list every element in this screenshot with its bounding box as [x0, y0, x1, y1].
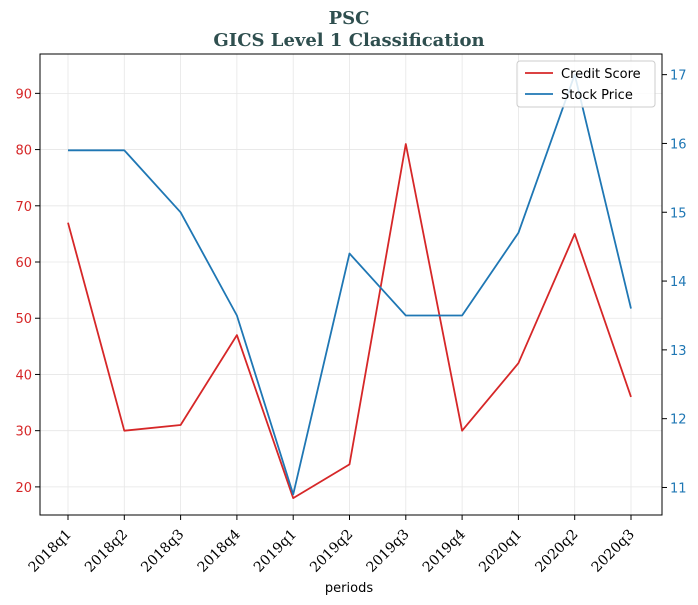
x-axis-label: periods — [325, 581, 373, 596]
y-right-tick-label: 11 — [670, 481, 687, 496]
x-tick-label: 2018q4 — [195, 526, 244, 575]
x-tick-label: 2018q1 — [26, 527, 75, 576]
stock-price-line — [68, 73, 632, 496]
y-left-tick-label: 90 — [15, 87, 32, 102]
credit-score-line — [67, 143, 632, 500]
chart-title: PSC — [329, 8, 370, 29]
y-left-tick-label: 50 — [15, 312, 32, 327]
legend-label-stock-price: Stock Price — [561, 88, 633, 103]
x-tick-label: 2019q2 — [307, 527, 356, 576]
plot-area — [39, 53, 663, 516]
x-tick-label: 2019q4 — [420, 526, 469, 575]
legend-label-credit-score: Credit Score — [561, 67, 641, 82]
x-tick-label: 2020q2 — [532, 527, 581, 576]
y-left-tick-label: 30 — [15, 425, 32, 440]
x-tick-label: 2019q1 — [251, 527, 300, 576]
chart-subtitle: GICS Level 1 Classification — [213, 30, 484, 51]
y-left-tick-label: 40 — [15, 368, 32, 383]
y-right-tick-label: 12 — [670, 413, 687, 428]
x-tick-label: 2018q2 — [82, 527, 131, 576]
y-right-tick-label: 14 — [670, 275, 687, 290]
y-left-tick-label: 20 — [15, 481, 32, 496]
x-tick-label: 2020q1 — [476, 527, 525, 576]
y-left-tick-label: 80 — [15, 144, 32, 159]
series-layer — [67, 73, 632, 500]
y-right-tick-label: 17 — [670, 69, 687, 84]
x-tick-label: 2019q3 — [363, 527, 412, 576]
legend: Credit Score Stock Price — [516, 60, 656, 108]
y-left-tick-label: 60 — [15, 256, 32, 271]
y-right-tick-label: 16 — [670, 137, 687, 152]
x-tick-label: 2020q3 — [589, 527, 638, 576]
grid — [40, 54, 662, 515]
x-tick-label: 2018q3 — [138, 527, 187, 576]
axes-layer: 2018q1 2018q2 2018q3 2018q4 2019q1 2019q2 2019… — [15, 69, 686, 576]
y-left-tick-label: 70 — [15, 200, 32, 215]
y-right-tick-label: 15 — [670, 206, 687, 221]
y-right-tick-label: 13 — [670, 344, 687, 359]
